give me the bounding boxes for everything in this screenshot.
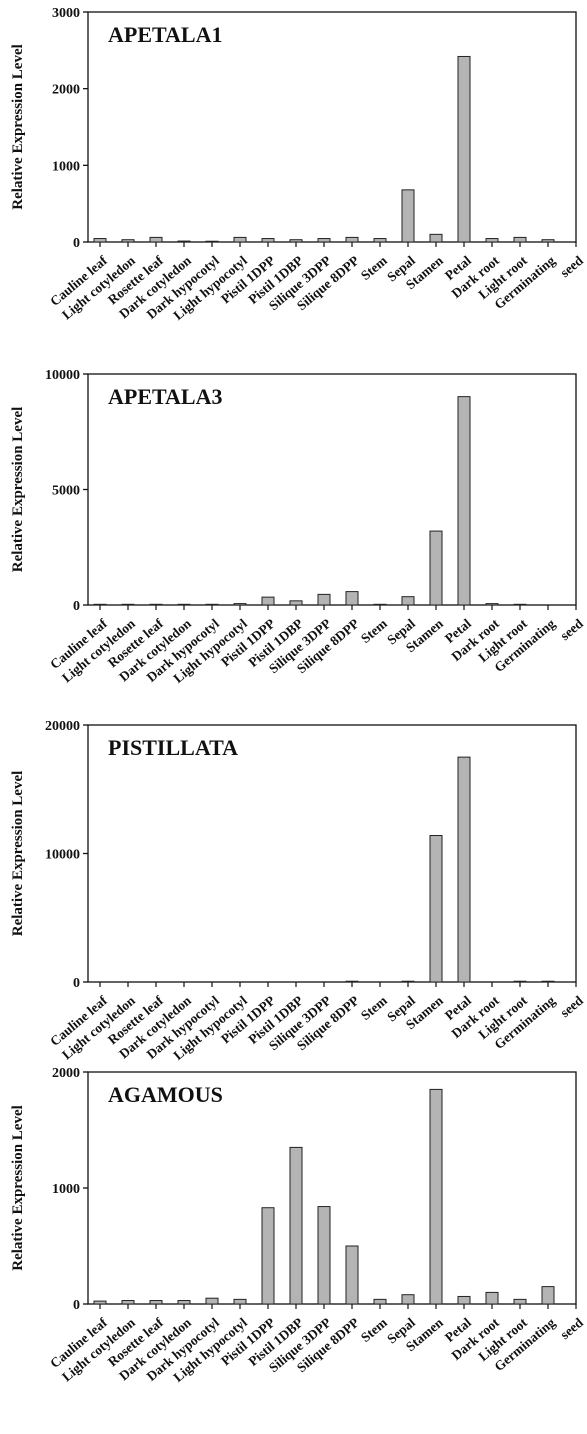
bar (317, 238, 331, 243)
bar (317, 1206, 331, 1305)
bar (485, 1291, 499, 1305)
bar (177, 603, 191, 606)
bar (541, 239, 555, 243)
bar (457, 1295, 471, 1305)
y-tick-label: 10000 (45, 848, 80, 863)
bar (93, 1300, 107, 1305)
bar (429, 233, 443, 243)
bar (93, 238, 107, 243)
bar (429, 1088, 443, 1305)
y-axis-label: Relative Expression Level (10, 1105, 26, 1271)
bar (261, 596, 275, 606)
bar (149, 236, 163, 243)
bar (373, 238, 387, 243)
bar (429, 835, 443, 983)
y-tick-label: 0 (73, 599, 80, 614)
bar (541, 1286, 555, 1305)
y-tick-label: 20000 (45, 719, 80, 734)
y-tick-label: 1000 (52, 159, 80, 174)
bar (513, 1298, 527, 1305)
bar (149, 1300, 163, 1305)
y-axis-label: Relative Expression Level (10, 771, 26, 937)
x-tick-label: seed (557, 252, 586, 280)
bar (317, 593, 331, 606)
bar (401, 596, 415, 606)
bar (177, 1300, 191, 1305)
bar (457, 756, 471, 983)
bar (289, 1146, 303, 1305)
y-tick-label: 2000 (52, 83, 80, 98)
y-axis-label: Relative Expression Level (10, 44, 26, 210)
bar (205, 603, 219, 606)
bar (233, 236, 247, 243)
x-tick-label: seed (557, 992, 586, 1020)
bar (261, 238, 275, 243)
bar (485, 238, 499, 243)
x-tick-label: seed (557, 615, 586, 643)
y-axis-label: Relative Expression Level (10, 407, 26, 573)
bar (513, 236, 527, 243)
bar (233, 603, 247, 606)
y-tick-label: 5000 (52, 484, 80, 499)
y-tick-label: 0 (73, 236, 80, 251)
x-tick-label: Stem (358, 252, 391, 283)
bar (457, 55, 471, 243)
bar (513, 980, 527, 983)
panel-title: AGAMOUS (108, 1082, 223, 1107)
y-tick-label: 1000 (52, 1182, 80, 1197)
bar (373, 1298, 387, 1305)
bar (541, 980, 555, 983)
bar (233, 1298, 247, 1305)
bar (345, 1245, 359, 1305)
x-tick-label: Stem (358, 615, 391, 646)
bar (205, 1297, 219, 1305)
bar (261, 1207, 275, 1305)
bar (345, 591, 359, 606)
bar (345, 236, 359, 243)
bar (121, 1300, 135, 1305)
plot-frame (87, 11, 577, 243)
x-tick-label: Stem (358, 1314, 391, 1345)
y-tick-label: 10000 (45, 368, 80, 383)
y-tick-label: 2000 (52, 1066, 80, 1081)
y-tick-label: 0 (73, 976, 80, 991)
bar (177, 240, 191, 243)
bar (121, 603, 135, 606)
bar (205, 240, 219, 243)
x-tick-label: Stem (358, 992, 391, 1023)
bar (149, 603, 163, 606)
panel-title: APETALA3 (108, 384, 223, 409)
bar (513, 603, 527, 606)
bar (289, 239, 303, 243)
bar (289, 600, 303, 606)
bar (457, 396, 471, 606)
bar (401, 1294, 415, 1305)
panel-title: APETALA1 (108, 22, 223, 47)
bar (121, 239, 135, 243)
y-tick-label: 3000 (52, 6, 80, 21)
x-tick-label: seed (557, 1314, 586, 1342)
bar (485, 603, 499, 606)
panel-title: PISTILLATA (108, 735, 238, 760)
y-tick-label: 0 (73, 1298, 80, 1313)
bar (429, 530, 443, 606)
bar (345, 980, 359, 983)
bar (401, 980, 415, 983)
bar (401, 189, 415, 243)
bar (373, 603, 387, 606)
plot-frame (87, 724, 577, 983)
bar (93, 603, 107, 606)
